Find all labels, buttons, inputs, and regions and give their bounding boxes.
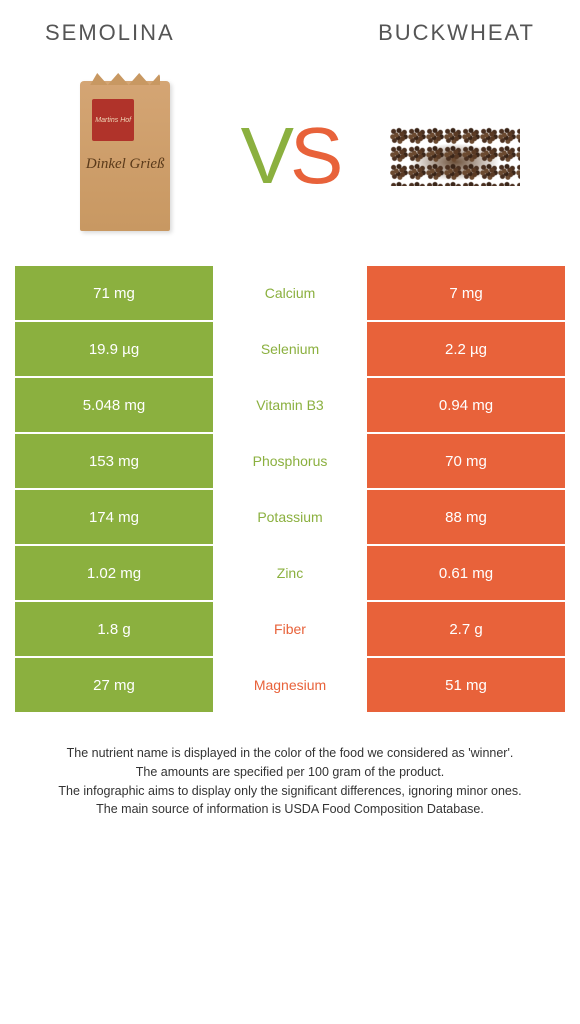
- cell-left-value: 153 mg: [15, 434, 213, 488]
- cell-right-value: 0.94 mg: [367, 378, 565, 432]
- vs-label: VS: [241, 110, 340, 202]
- cell-right-value: 88 mg: [367, 490, 565, 544]
- cell-nutrient-label: Selenium: [213, 322, 367, 376]
- title-right: BUCKWHEAT: [378, 20, 535, 46]
- cell-left-value: 19.9 µg: [15, 322, 213, 376]
- cell-left-value: 27 mg: [15, 658, 213, 712]
- cell-nutrient-label: Potassium: [213, 490, 367, 544]
- cell-right-value: 2.7 g: [367, 602, 565, 656]
- cell-left-value: 174 mg: [15, 490, 213, 544]
- cell-left-value: 71 mg: [15, 266, 213, 320]
- vs-v: V: [241, 111, 290, 200]
- semolina-bag-icon: Martins Hof Dinkel Grieß: [80, 81, 170, 231]
- nutrient-table: 71 mgCalcium7 mg19.9 µgSelenium2.2 µg5.0…: [15, 266, 565, 712]
- footer-line-4: The main source of information is USDA F…: [25, 800, 555, 819]
- cell-right-value: 70 mg: [367, 434, 565, 488]
- table-row: 5.048 mgVitamin B30.94 mg: [15, 378, 565, 432]
- infographic-container: SEMOLINA BUCKWHEAT Martins Hof Dinkel Gr…: [0, 0, 580, 849]
- bag-product-text: Dinkel Grieß: [80, 156, 170, 173]
- semolina-image: Martins Hof Dinkel Grieß: [60, 76, 190, 236]
- visual-row: Martins Hof Dinkel Grieß VS: [15, 66, 565, 266]
- cell-nutrient-label: Phosphorus: [213, 434, 367, 488]
- vs-s: S: [290, 111, 339, 200]
- cell-right-value: 7 mg: [367, 266, 565, 320]
- title-left: SEMOLINA: [45, 20, 175, 46]
- buckwheat-image: [390, 76, 520, 236]
- table-row: 27 mgMagnesium51 mg: [15, 658, 565, 712]
- footer-line-1: The nutrient name is displayed in the co…: [25, 744, 555, 763]
- footer-notes: The nutrient name is displayed in the co…: [15, 714, 565, 829]
- cell-nutrient-label: Zinc: [213, 546, 367, 600]
- cell-left-value: 5.048 mg: [15, 378, 213, 432]
- table-row: 19.9 µgSelenium2.2 µg: [15, 322, 565, 376]
- cell-left-value: 1.02 mg: [15, 546, 213, 600]
- cell-right-value: 0.61 mg: [367, 546, 565, 600]
- table-row: 1.8 gFiber2.7 g: [15, 602, 565, 656]
- cell-right-value: 2.2 µg: [367, 322, 565, 376]
- table-row: 174 mgPotassium88 mg: [15, 490, 565, 544]
- bag-brand-label: Martins Hof: [92, 99, 134, 141]
- table-row: 153 mgPhosphorus70 mg: [15, 434, 565, 488]
- cell-nutrient-label: Magnesium: [213, 658, 367, 712]
- cell-nutrient-label: Calcium: [213, 266, 367, 320]
- cell-right-value: 51 mg: [367, 658, 565, 712]
- buckwheat-pile-icon: [390, 126, 520, 186]
- footer-line-3: The infographic aims to display only the…: [25, 782, 555, 801]
- cell-left-value: 1.8 g: [15, 602, 213, 656]
- header-row: SEMOLINA BUCKWHEAT: [15, 20, 565, 66]
- cell-nutrient-label: Fiber: [213, 602, 367, 656]
- table-row: 1.02 mgZinc0.61 mg: [15, 546, 565, 600]
- footer-line-2: The amounts are specified per 100 gram o…: [25, 763, 555, 782]
- cell-nutrient-label: Vitamin B3: [213, 378, 367, 432]
- table-row: 71 mgCalcium7 mg: [15, 266, 565, 320]
